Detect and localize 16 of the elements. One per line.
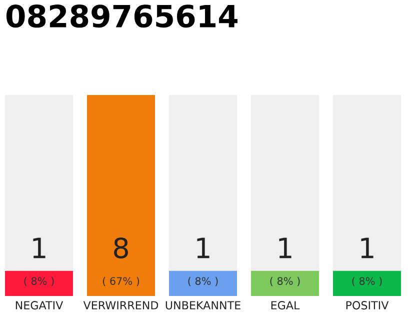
data-label: 1: [361, 238, 374, 258]
annotation: ( 8% ): [270, 276, 300, 286]
annotation: ( 8% ): [352, 276, 382, 286]
annotation: ( 8% ): [24, 276, 54, 286]
x-tick-label: EGAL: [271, 301, 300, 310]
x-tick-label: NEGATIV: [16, 301, 64, 310]
x-tick-label: VERWIRREND: [83, 301, 158, 310]
x-tick-label: POSITIV: [346, 301, 389, 310]
x-tick-label: UNBEKANNTE: [166, 301, 240, 310]
data-label: 1: [197, 238, 210, 258]
annotation: ( 8% ): [188, 276, 218, 286]
annotation: ( 67% ): [102, 276, 140, 286]
data-label: 8: [114, 237, 128, 258]
data-label: 1: [33, 238, 46, 258]
chart-title: 08289765614: [6, 4, 238, 28]
data-label: 1: [279, 238, 292, 258]
